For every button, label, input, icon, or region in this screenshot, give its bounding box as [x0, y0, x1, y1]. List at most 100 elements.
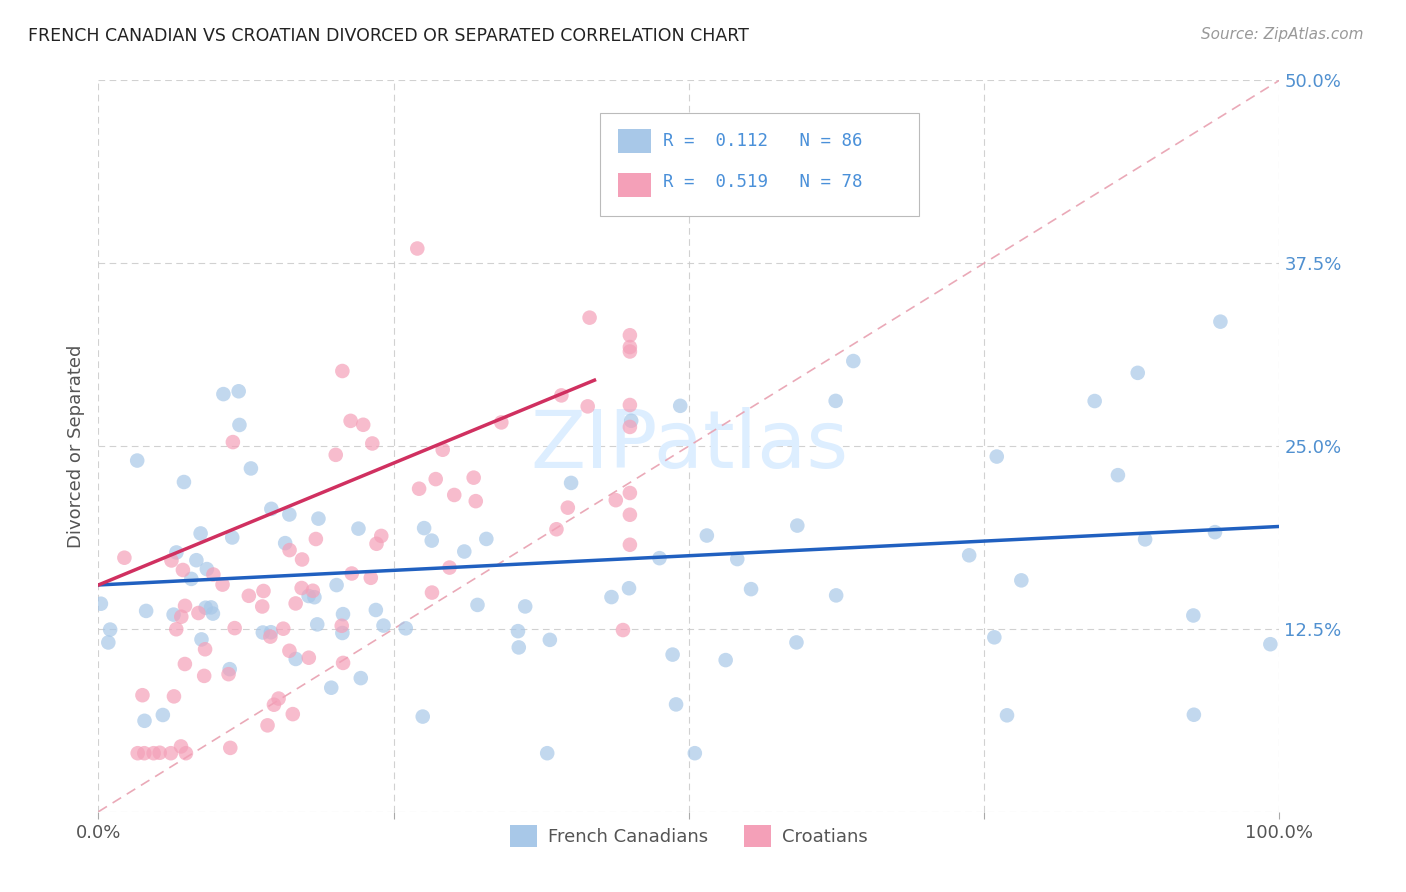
Legend: French Canadians, Croatians: French Canadians, Croatians — [503, 817, 875, 854]
Point — [330, 619, 353, 633]
Point — [134, 714, 156, 728]
Point — [550, 388, 572, 402]
Point — [160, 553, 183, 567]
Point — [186, 553, 208, 567]
Point — [307, 511, 329, 525]
Point — [135, 604, 157, 618]
Point — [200, 600, 222, 615]
Point — [224, 621, 246, 635]
Point — [172, 563, 194, 577]
Point — [218, 662, 240, 676]
Point — [957, 549, 980, 563]
Point — [475, 532, 498, 546]
Point — [173, 475, 195, 489]
Point — [142, 746, 165, 760]
Text: FRENCH CANADIAN VS CROATIAN DIVORCED OR SEPARATED CORRELATION CHART: FRENCH CANADIAN VS CROATIAN DIVORCED OR … — [28, 27, 749, 45]
Point — [408, 482, 430, 496]
Point — [1204, 525, 1226, 540]
Point — [212, 387, 235, 401]
Point — [340, 566, 363, 581]
Point — [252, 625, 274, 640]
Point — [619, 398, 641, 412]
Point — [194, 600, 217, 615]
Point — [259, 630, 281, 644]
Point — [332, 656, 354, 670]
Point — [1209, 315, 1232, 329]
Point — [352, 417, 374, 432]
Point — [170, 739, 193, 754]
Point — [612, 623, 634, 637]
Point — [228, 417, 250, 432]
Point — [605, 493, 627, 508]
Point — [1107, 468, 1129, 483]
Point — [619, 508, 641, 522]
FancyBboxPatch shape — [600, 113, 920, 216]
Point — [1182, 707, 1205, 722]
Point — [740, 582, 762, 596]
Point — [453, 544, 475, 558]
Point — [1084, 394, 1107, 409]
Point — [515, 599, 537, 614]
Point — [193, 669, 215, 683]
Point — [160, 746, 183, 760]
Point — [339, 414, 361, 428]
Point — [986, 450, 1008, 464]
Point — [619, 328, 641, 343]
Point — [1010, 574, 1032, 588]
Point — [201, 607, 224, 621]
Point — [284, 597, 307, 611]
Point — [995, 708, 1018, 723]
Point — [364, 603, 387, 617]
Point — [825, 588, 848, 602]
Point — [373, 618, 395, 632]
Point — [619, 538, 641, 552]
Point — [252, 584, 274, 599]
Point — [395, 621, 418, 635]
Point — [238, 589, 260, 603]
Point — [90, 597, 112, 611]
Point — [347, 522, 370, 536]
Point — [619, 420, 641, 434]
Point — [425, 472, 447, 486]
Point — [112, 550, 135, 565]
Point — [239, 461, 262, 475]
Point — [278, 543, 301, 558]
Point — [506, 624, 529, 639]
Point — [366, 537, 388, 551]
Point — [194, 642, 217, 657]
Point — [263, 698, 285, 712]
Point — [260, 501, 283, 516]
Point — [165, 545, 187, 559]
Point — [202, 567, 225, 582]
Point — [228, 384, 250, 399]
FancyBboxPatch shape — [619, 173, 651, 197]
Y-axis label: Divorced or Separated: Divorced or Separated — [66, 344, 84, 548]
Point — [683, 746, 706, 760]
Point — [163, 690, 186, 704]
Point — [406, 242, 429, 256]
Point — [824, 393, 846, 408]
Point — [278, 508, 301, 522]
Point — [576, 400, 599, 414]
Point — [696, 528, 718, 542]
Point — [332, 607, 354, 621]
Point — [274, 536, 297, 550]
Point — [149, 746, 172, 760]
Point — [195, 562, 218, 576]
Point — [134, 746, 156, 760]
Point — [221, 531, 243, 545]
Point — [983, 630, 1005, 644]
Point — [222, 435, 245, 450]
Point — [661, 648, 683, 662]
Point — [620, 414, 643, 428]
Point — [432, 442, 454, 457]
Point — [252, 599, 274, 614]
Point — [307, 617, 329, 632]
Point — [536, 746, 558, 760]
Point — [665, 698, 688, 712]
Point — [152, 708, 174, 723]
Text: R =  0.112   N = 86: R = 0.112 N = 86 — [664, 132, 862, 150]
Point — [619, 486, 641, 500]
Text: Source: ZipAtlas.com: Source: ZipAtlas.com — [1201, 27, 1364, 42]
Point — [413, 521, 436, 535]
